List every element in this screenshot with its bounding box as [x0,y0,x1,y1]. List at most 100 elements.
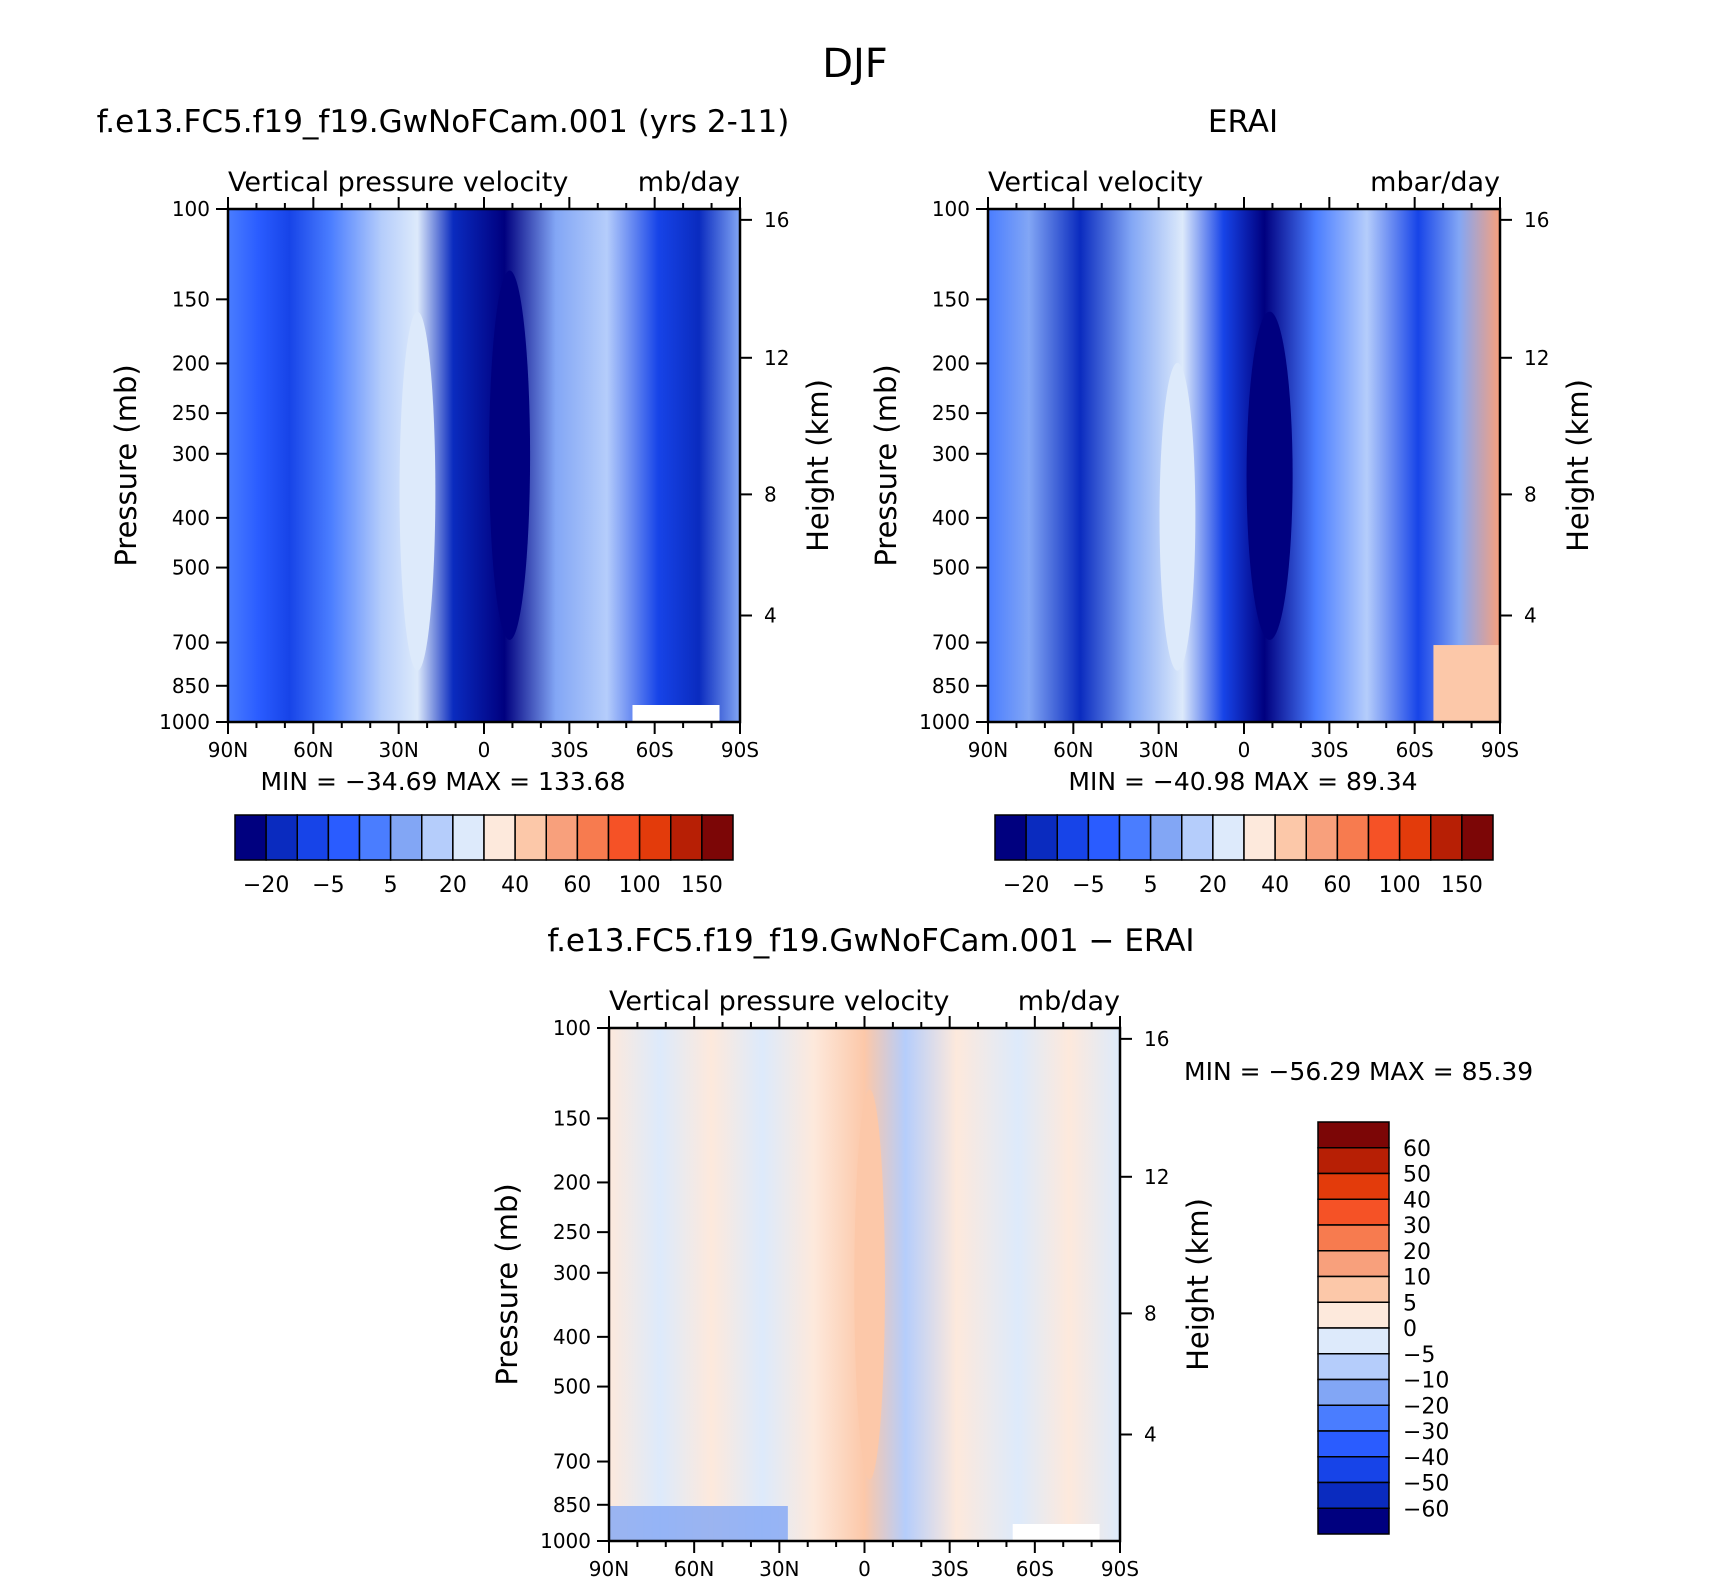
colorbar-label: 20 [1403,1240,1431,1265]
colorbar-label: −20 [1403,1394,1449,1419]
y-tick-label: 500 [932,556,970,580]
y2-tick-label: 8 [1144,1301,1157,1325]
colorbar-label: 20 [1199,873,1227,898]
missing-data [632,705,720,722]
colorbar-swatch [1317,1224,1390,1252]
colorbar-label: −50 [1403,1472,1449,1497]
colorbar-swatch [296,814,330,861]
colorbar-label: 50 [1403,1163,1431,1188]
colorbar-swatch [1317,1121,1390,1149]
colorbar: −20 −5 5 20 40 60 100 150 [994,814,1494,898]
contour-lobe [609,1506,788,1541]
colorbar-swatch [327,814,361,861]
colorbar-label: −5 [312,873,344,898]
colorbar-swatch [1317,1507,1390,1535]
figure-title: DJF [822,41,888,87]
y-tick-label: 400 [553,1325,591,1349]
colorbar-swatch [1336,814,1370,861]
min-max-label: MIN = −56.29 MAX = 85.39 [1184,1057,1533,1086]
colorbar-label: 60 [1403,1137,1431,1162]
colorbar-label: 40 [501,873,529,898]
colorbar-swatch [701,814,734,861]
colorbar-label: −30 [1403,1420,1449,1445]
y-tick-label: 300 [932,442,970,466]
y-tick-label: 850 [553,1493,591,1517]
contour-lobe [399,311,436,671]
colorbar-swatch [1305,814,1339,861]
y-tick-label: 850 [172,674,210,698]
colorbar-label: 100 [1379,873,1421,898]
colorbar-swatch [1212,814,1245,861]
y-tick-label: 1000 [159,710,210,734]
y-axis-label: Pressure (mb) [109,364,143,566]
colorbar-label: −40 [1403,1446,1449,1471]
units-label: mb/day [1018,986,1120,1017]
colorbar-label: −5 [1072,873,1104,898]
colorbar-swatch [452,814,485,861]
colorbar-label: 40 [1261,873,1289,898]
colorbar-swatch [1461,814,1494,861]
colorbar-swatch [1367,814,1401,861]
y-tick-label: 150 [553,1106,591,1130]
y2-tick-label: 8 [764,482,777,506]
colorbar-swatch [358,814,392,861]
y-tick-label: 500 [553,1375,591,1399]
panel-title: ERAI [1208,104,1278,140]
panel-model: f.e13.FC5.f19_f19.GwNoFCam.001 (yrs 2-11… [97,104,835,898]
colorbar-swatch [1317,1481,1390,1509]
y-tick-label: 100 [172,197,210,221]
y-tick-label: 100 [932,197,970,221]
y-tick-label: 700 [553,1450,591,1474]
colorbar-label: −10 [1403,1369,1449,1394]
y2-tick-label: 16 [764,208,789,232]
colorbar-swatch [234,814,267,861]
colorbar: −20 −5 5 20 40 60 100 150 [234,814,734,898]
colorbar-swatch [576,814,610,861]
contour-lobe [1159,362,1196,671]
panel-title: f.e13.FC5.f19_f19.GwNoFCam.001 (yrs 2-11… [97,104,790,140]
y2-tick-label: 8 [1524,482,1537,506]
contour-field [988,209,1500,722]
colorbar-label: 5 [1403,1291,1417,1316]
x-tick-label: 30N [759,1557,799,1581]
colorbar-swatch [1056,814,1090,861]
colorbar-swatch [1317,1198,1390,1226]
colorbar-swatch [514,814,547,861]
y2-tick-label: 4 [1144,1422,1157,1446]
colorbar-label: 30 [1403,1214,1431,1239]
colorbar-label: 100 [619,873,661,898]
units-label: mb/day [638,167,740,198]
x-tick-label: 60S [1396,738,1434,762]
colorbar-swatch [1274,814,1307,861]
x-tick-label: 30N [378,738,418,762]
variable-label: Vertical velocity [988,167,1203,198]
x-tick-label: 30S [550,738,588,762]
contour-lobe [1246,311,1293,640]
y2-tick-label: 16 [1144,1027,1169,1051]
x-tick-label: 0 [858,1557,871,1581]
x-tick-label: 90S [721,738,759,762]
colorbar-label: 10 [1403,1266,1431,1291]
colorbar-label: 150 [1441,873,1483,898]
y-tick-label: 700 [932,631,970,655]
y-tick-label: 200 [553,1170,591,1194]
y-tick-label: 500 [172,556,210,580]
x-tick-label: 90S [1481,738,1519,762]
x-tick-label: 90N [589,1557,629,1581]
y-tick-label: 200 [932,351,970,375]
x-tick-label: 30S [931,1557,969,1581]
y2-axis-label: Height (km) [1181,1198,1215,1371]
colorbar-swatch [1149,814,1183,861]
colorbar-label: −60 [1403,1497,1449,1522]
y2-axis-label: Height (km) [1561,379,1595,552]
y-tick-label: 400 [172,506,210,530]
contour-field [228,209,740,722]
colorbar-swatch [1317,1456,1390,1484]
x-tick-label: 30S [1310,738,1348,762]
y2-axis-label: Height (km) [801,379,835,552]
y2-tick-label: 12 [1144,1165,1169,1189]
x-tick-label: 90N [968,738,1008,762]
colorbar-label: 0 [1403,1317,1417,1342]
